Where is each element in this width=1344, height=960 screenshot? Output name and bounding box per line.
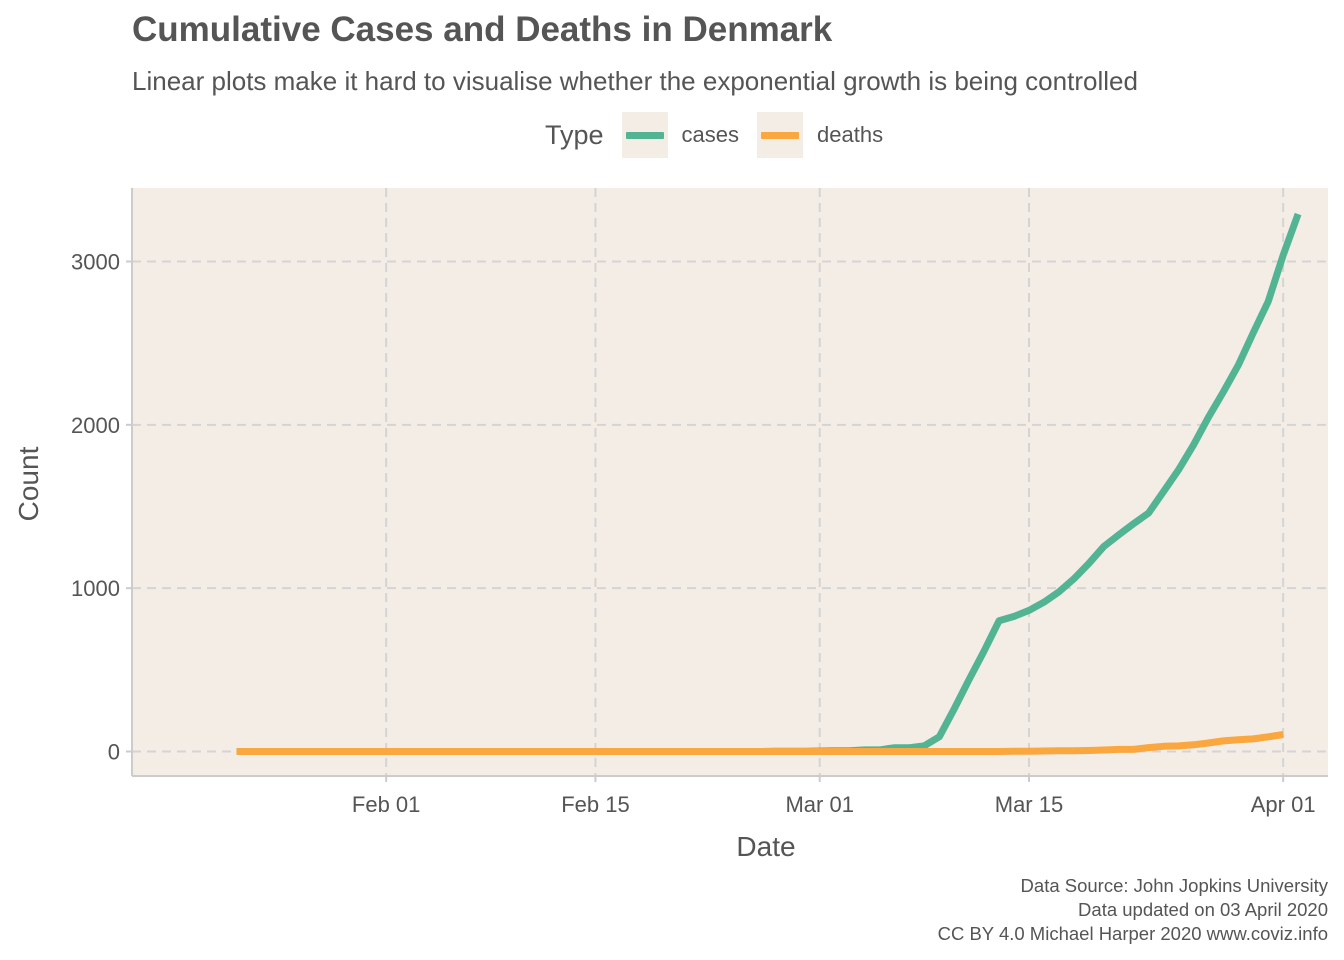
legend: Type cases deaths	[545, 112, 901, 158]
legend-label-deaths: deaths	[817, 122, 884, 147]
legend-key-deaths	[757, 112, 804, 158]
caption: Data Source: John Jopkins University Dat…	[938, 874, 1328, 946]
legend-label-cases: cases	[681, 122, 740, 147]
series-line-deaths	[236, 731, 1284, 755]
y-tick-label: 1000	[71, 576, 120, 601]
x-tick-label: Feb 01	[352, 792, 421, 817]
chart-subtitle: Linear plots make it hard to visualise w…	[132, 66, 1138, 96]
y-tick-label: 2000	[71, 413, 120, 438]
x-tick-label: Apr 01	[1251, 792, 1316, 817]
y-axis-label: Count	[13, 446, 44, 521]
legend-title: Type	[545, 119, 604, 150]
legend-item-cases: cases	[621, 112, 740, 158]
caption-updated: Data updated on 03 April 2020	[1078, 899, 1328, 920]
x-tick-label: Mar 01	[785, 792, 853, 817]
y-tick-label: 0	[108, 740, 120, 765]
plot-panel	[132, 188, 1328, 776]
x-axis-label: Date	[736, 831, 795, 862]
caption-license: CC BY 4.0 Michael Harper 2020 www.coviz.…	[937, 923, 1328, 944]
caption-source: Data Source: John Jopkins University	[1020, 875, 1328, 896]
x-tick-label: Mar 15	[995, 792, 1063, 817]
legend-item-deaths: deaths	[757, 112, 883, 158]
legend-key-cases	[621, 112, 668, 158]
y-tick-label: 3000	[71, 250, 120, 275]
chart-title: Cumulative Cases and Deaths in Denmark	[132, 10, 833, 49]
x-tick-label: Feb 15	[561, 792, 630, 817]
